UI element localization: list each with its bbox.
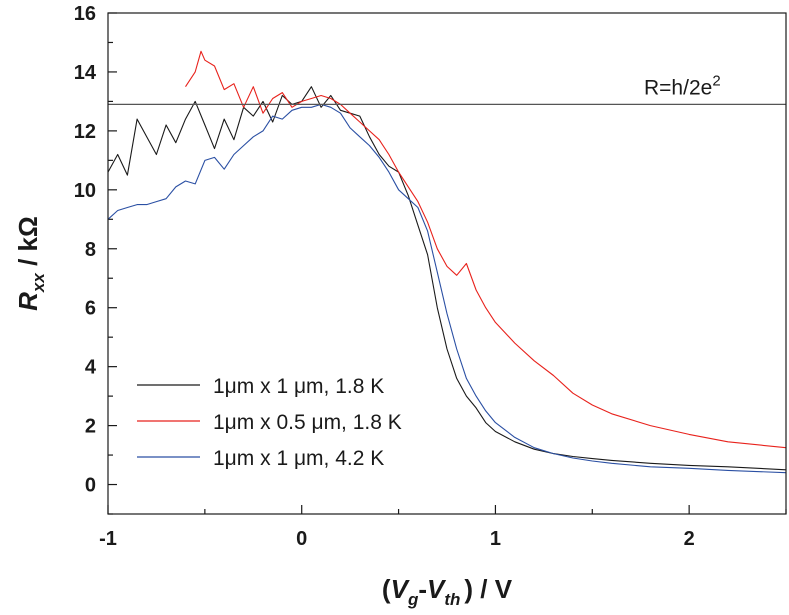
y-tick-label: 16	[74, 3, 96, 25]
y-tick-label: 6	[85, 298, 96, 320]
x-tick-label: 1	[490, 528, 501, 550]
y-tick-label: 0	[85, 475, 96, 497]
annotation-text: R=h/2e	[644, 76, 712, 99]
y-axis-title-unit: / kΩ	[13, 216, 43, 273]
y-tick-label: 14	[74, 62, 97, 84]
y-axis-title: Rxx / kΩ	[13, 216, 48, 311]
y-axis-title-xx-subscript: xx	[29, 272, 48, 293]
x-axis-title-vg: V	[391, 574, 411, 604]
y-axis-title-r: R	[13, 292, 43, 311]
x-axis-title-th-subscript: th	[444, 590, 460, 609]
y-tick-label: 2	[85, 416, 96, 438]
x-axis-title-vth: V	[427, 574, 447, 604]
x-axis-title-open-paren: (	[382, 574, 391, 604]
x-tick-label: -1	[99, 528, 117, 550]
y-tick-label: 12	[74, 121, 96, 143]
x-axis-title-dash: -	[418, 574, 427, 604]
reference-line-annotation: R=h/2e2	[644, 72, 721, 99]
legend-label-2: 1μm x 0.5 μm, 1.8 K	[213, 411, 402, 434]
x-axis-title-g-subscript: g	[407, 590, 419, 609]
x-tick-label: 0	[296, 528, 307, 550]
y-tick-label: 10	[74, 180, 96, 202]
series-layer	[107, 50, 787, 474]
x-tick-label: 2	[684, 528, 695, 550]
legend-label-1: 1μm x 1 μm, 1.8 K	[213, 375, 384, 398]
y-tick-label: 4	[85, 357, 97, 379]
y-tick-label: 8	[85, 239, 96, 261]
plot-frame	[107, 12, 787, 515]
series-line-3	[107, 103, 787, 474]
legend-label-3: 1μm x 1 μm, 4.2 K	[213, 447, 384, 470]
x-axis-title: (Vg-Vth) / V	[382, 574, 513, 609]
annotation-superscript: 2	[712, 72, 720, 89]
series-line-1	[107, 86, 787, 471]
legend: 1μm x 1 μm, 1.8 K 1μm x 0.5 μm, 1.8 K 1μm …	[137, 375, 402, 470]
x-axis-title-unit: ) / V	[464, 574, 512, 604]
